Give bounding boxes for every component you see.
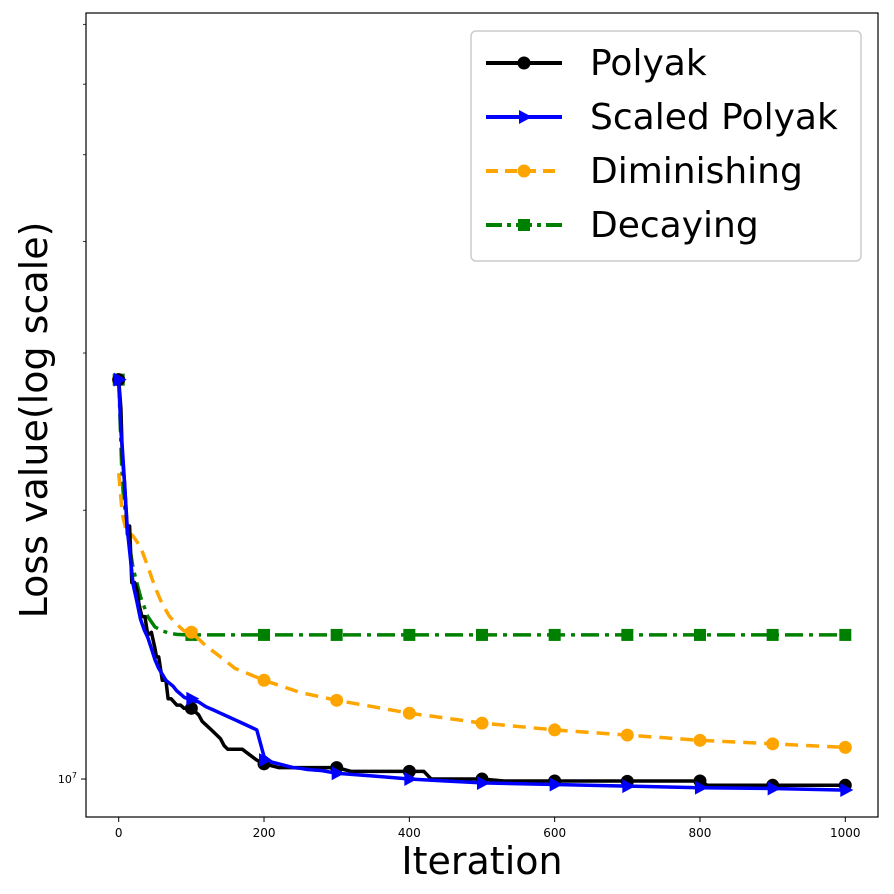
y-major-ticks: 107 — [58, 771, 86, 786]
legend-marker — [519, 110, 532, 124]
x-tick-label: 800 — [689, 826, 712, 840]
x-tick-label: 600 — [543, 826, 566, 840]
data-point — [331, 766, 345, 781]
data-point — [693, 628, 706, 641]
data-point — [477, 775, 490, 790]
series-line — [116, 379, 846, 792]
data-point — [840, 783, 854, 798]
x-tick-label: 200 — [253, 826, 276, 840]
data-point — [622, 779, 636, 794]
data-point — [476, 628, 488, 641]
data-point — [259, 753, 273, 768]
data-point — [839, 628, 852, 641]
data-point — [766, 737, 780, 751]
data-point — [404, 772, 418, 787]
data-point — [475, 716, 489, 730]
legend-label: Polyak — [590, 43, 707, 84]
data-point — [258, 628, 271, 641]
y-tick-label: 107 — [58, 771, 77, 786]
data-point — [549, 777, 563, 792]
x-axis-ticks: 0 200 400 600 800 1000 — [115, 817, 861, 840]
data-point — [330, 693, 344, 707]
data-point — [186, 691, 200, 706]
legend-marker — [517, 164, 531, 178]
x-tick-label: 400 — [398, 826, 421, 840]
data-point — [548, 723, 562, 737]
legend-label: Decaying — [590, 205, 759, 246]
axes-frame — [85, 12, 879, 818]
data-point — [620, 728, 634, 742]
data-point — [330, 628, 343, 641]
series-scaled-polyak — [113, 372, 854, 798]
data-point — [766, 628, 779, 641]
legend-marker — [517, 56, 531, 70]
series-line — [116, 379, 846, 637]
data-point — [767, 781, 781, 796]
data-point — [113, 372, 127, 387]
legend-marker — [518, 219, 530, 231]
data-point — [693, 733, 707, 747]
data-point — [184, 701, 198, 715]
legend-label: Diminishing — [590, 151, 803, 192]
y-axis-label: Loss value(log scale) — [12, 222, 56, 619]
series-line — [116, 473, 846, 750]
x-axis-label: Iteration — [401, 839, 562, 883]
x-tick-label: 1000 — [830, 826, 861, 840]
data-point — [621, 628, 634, 641]
legend: Polyak Scaled Polyak Diminishing Decaying — [470, 30, 862, 262]
x-tick-label: 0 — [115, 826, 123, 840]
legend-frame — [470, 30, 862, 262]
legend-label: Scaled Polyak — [590, 97, 838, 138]
data-point — [184, 625, 198, 639]
plot-series — [112, 372, 854, 798]
data-point — [548, 628, 561, 641]
data-point — [694, 780, 708, 795]
data-point — [838, 740, 852, 754]
data-point — [403, 628, 416, 641]
data-point — [402, 706, 416, 720]
data-point — [257, 673, 271, 687]
